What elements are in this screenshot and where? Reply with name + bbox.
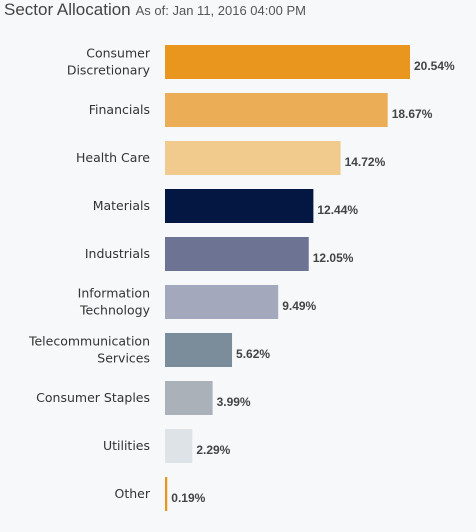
category-label-consumer-staples: Consumer Staples [36, 390, 150, 405]
value-label-consumer-discretionary: 20.54% [414, 59, 455, 73]
bar-health-care[interactable] [165, 141, 341, 175]
bar-materials[interactable] [165, 189, 314, 223]
category-label-information-technology: Information Technology [78, 286, 151, 318]
value-label-materials: 12.44% [317, 203, 358, 217]
value-label-other: 0.19% [171, 491, 205, 505]
value-label-health-care: 14.72% [345, 155, 386, 169]
value-label-financials: 18.67% [392, 107, 433, 121]
bar-consumer-staples[interactable] [165, 381, 213, 415]
category-label-utilities: Utilities [103, 438, 150, 453]
category-label-financials: Financials [89, 102, 150, 117]
category-label-telecommunication-services: Telecommunication Services [28, 334, 150, 366]
bar-utilities[interactable] [165, 429, 193, 463]
bar-consumer-discretionary[interactable] [165, 45, 410, 79]
value-label-utilities: 2.29% [196, 443, 230, 457]
bar-information-technology[interactable] [165, 285, 279, 319]
as-of-timestamp: As of: Jan 11, 2016 04:00 PM [135, 3, 306, 18]
category-label-health-care: Health Care [76, 150, 150, 165]
value-label-industrials: 12.05% [313, 251, 354, 265]
chart-title: Sector Allocation [4, 0, 131, 19]
category-label-other: Other [115, 486, 151, 501]
bar-telecommunication-services[interactable] [165, 333, 233, 367]
value-label-telecommunication-services: 5.62% [236, 347, 270, 361]
value-label-information-technology: 9.49% [282, 299, 316, 313]
bar-other[interactable] [165, 477, 168, 511]
value-label-consumer-staples: 3.99% [217, 395, 251, 409]
chart-header: Sector Allocation As of: Jan 11, 2016 04… [4, 0, 306, 24]
category-label-industrials: Industrials [85, 246, 150, 261]
category-label-consumer-discretionary: Consumer Discretionary [67, 46, 151, 78]
bar-industrials[interactable] [165, 237, 309, 271]
category-label-materials: Materials [93, 198, 150, 213]
bar-financials[interactable] [165, 93, 388, 127]
